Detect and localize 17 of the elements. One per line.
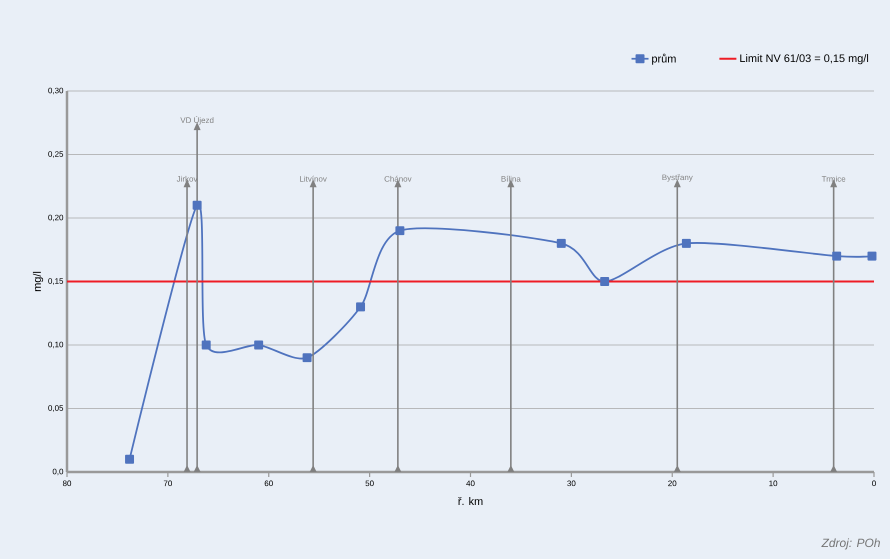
- point: [125, 454, 134, 464]
- point: [202, 340, 211, 350]
- point: [682, 238, 691, 248]
- point: [192, 200, 202, 210]
- point: [867, 252, 876, 261]
- point: [302, 353, 312, 362]
- x-axis-title: ř. km: [458, 496, 482, 505]
- point: [254, 340, 264, 350]
- point: [356, 302, 366, 312]
- legend-label: prům: [652, 54, 676, 65]
- point: [832, 252, 842, 261]
- y-axis-title: mg/l: [32, 272, 44, 292]
- point: [556, 238, 566, 248]
- point: [395, 226, 404, 236]
- point: [600, 277, 610, 286]
- text: Zdroj: POh: [821, 538, 880, 550]
- legend-label: Limit NV 61/03 = 0,15 mg/l: [740, 54, 868, 64]
